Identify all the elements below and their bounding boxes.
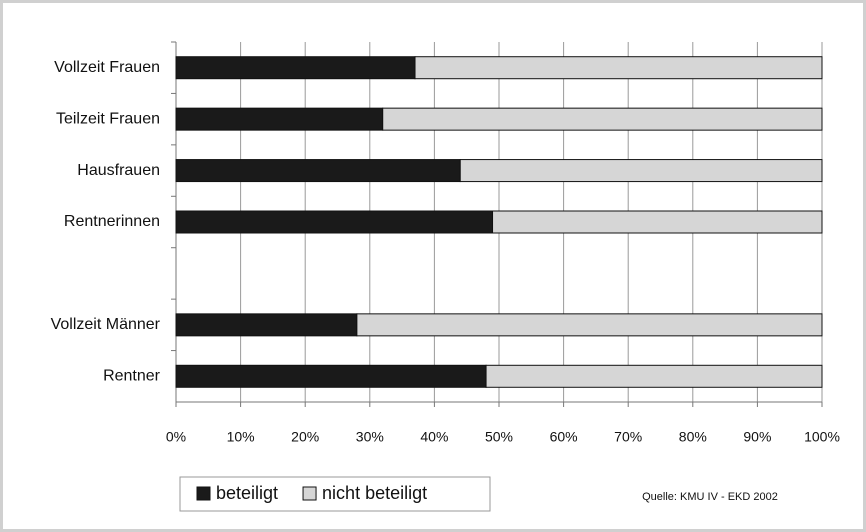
bar-segment (356, 313, 823, 337)
x-tick-label: 40% (420, 429, 448, 445)
y-tick-label: Rentner (103, 368, 161, 385)
bar-segment (492, 210, 823, 234)
legend-box (179, 476, 491, 512)
y-tick-label: Vollzeit Männer (51, 316, 161, 333)
x-tick-label: 80% (679, 429, 707, 445)
y-tick-label: Hausfrauen (77, 162, 160, 179)
bar-segment (175, 210, 494, 234)
bar-segment (175, 159, 461, 183)
legend-label: nicht beteiligt (322, 483, 427, 503)
bar-segment (459, 159, 823, 183)
y-tick-label: Teilzeit Frauen (56, 110, 160, 127)
bar-segment (175, 364, 487, 388)
bar-segment (175, 313, 358, 337)
legend-swatch (302, 486, 317, 501)
x-tick-label: 100% (804, 429, 840, 445)
x-tick-label: 0% (166, 429, 186, 445)
x-tick-label: 70% (614, 429, 642, 445)
x-tick-label: 30% (356, 429, 384, 445)
bar-segment (175, 107, 384, 131)
x-tick-label: 20% (291, 429, 319, 445)
x-tick-label: 60% (550, 429, 578, 445)
bar-segment (175, 56, 416, 80)
bar-segment (485, 364, 823, 388)
y-tick-label: Vollzeit Frauen (54, 59, 160, 76)
x-tick-label: 90% (743, 429, 771, 445)
legend-label: beteiligt (216, 483, 278, 503)
x-tick-label: 50% (485, 429, 513, 445)
bar-segment (414, 56, 823, 80)
source-note: Quelle: KMU IV - EKD 2002 (642, 491, 778, 503)
y-tick-label: Rentnerinnen (64, 213, 160, 230)
x-tick-label: 10% (227, 429, 255, 445)
legend-swatch (196, 486, 211, 501)
bar-segment (382, 107, 823, 131)
